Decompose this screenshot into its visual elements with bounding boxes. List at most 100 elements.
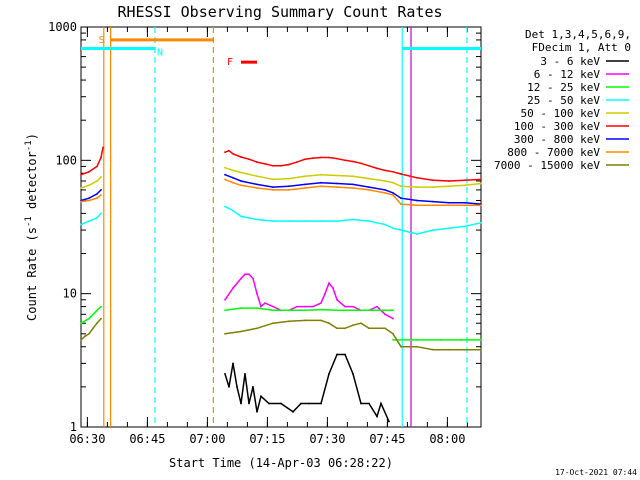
data-point (336, 298, 338, 301)
data-point (288, 185, 290, 188)
series-12-25-keVkev-line (80, 305, 482, 341)
legend-label: 3 - 6 keV (540, 55, 600, 68)
x-axis-label: Start Time (14-Apr-03 06:28:22) (169, 456, 393, 470)
data-point (296, 161, 298, 164)
legend-label: 800 - 7000 keV (507, 146, 600, 159)
data-point (320, 319, 322, 322)
data-point (88, 170, 90, 173)
flag-label: S (99, 35, 105, 46)
data-point (344, 327, 346, 330)
legend-label: 300 - 800 keV (514, 133, 600, 146)
data-point (464, 225, 466, 228)
data-point (400, 203, 402, 206)
series-segment (224, 273, 394, 320)
data-point (384, 313, 386, 316)
data-point (248, 273, 250, 276)
data-point (336, 186, 338, 189)
data-point (352, 324, 354, 327)
series-segment (80, 147, 104, 176)
data-point (344, 159, 346, 162)
data-point (224, 309, 226, 312)
legend-header-line-2: FDecim 1, Att 0 (532, 41, 631, 54)
data-point (400, 197, 402, 200)
data-point (264, 163, 266, 165)
data-point (260, 305, 262, 308)
legend: Det 1,3,4,5,6,9, FDecim 1, Att 0 3 - 6 k… (494, 28, 631, 172)
x-tick-label: 07:30 (309, 432, 345, 446)
data-point (232, 362, 234, 365)
data-point (224, 178, 226, 181)
data-point (232, 287, 234, 289)
data-point (256, 218, 258, 221)
data-point (320, 402, 322, 405)
x-tick-label: 06:30 (69, 432, 105, 446)
data-point (384, 223, 386, 226)
plot-frame (80, 26, 482, 428)
x-tick-label: 07:45 (369, 432, 405, 446)
data-point (432, 186, 434, 189)
data-point (392, 309, 394, 312)
data-point (80, 223, 82, 226)
data-point (96, 197, 98, 200)
data-point (100, 156, 102, 159)
series-segment (224, 307, 393, 312)
data-point (336, 174, 338, 177)
data-point (416, 199, 418, 202)
data-point (384, 327, 386, 330)
data-point (256, 292, 258, 295)
data-point (448, 348, 450, 351)
data-point (432, 229, 434, 232)
data-point (232, 209, 234, 212)
data-point (400, 173, 402, 175)
data-point (268, 402, 270, 405)
data-point (384, 169, 386, 172)
data-point (392, 317, 394, 320)
data-point (336, 157, 338, 160)
data-point (292, 410, 294, 413)
data-point (392, 194, 394, 196)
data-point (448, 227, 450, 230)
data-point (304, 319, 306, 322)
data-point (236, 386, 238, 388)
data-point (252, 386, 254, 388)
data-point (432, 179, 434, 182)
data-point (296, 305, 298, 308)
data-point (448, 201, 450, 204)
data-point (84, 335, 86, 338)
data-point (224, 373, 226, 375)
data-point (232, 152, 234, 155)
data-point (400, 345, 402, 348)
series-segment (80, 176, 102, 189)
data-point (88, 317, 90, 320)
data-point (352, 183, 354, 186)
chart-title: RHESSI Observing Summary Count Rates (117, 3, 442, 21)
data-point (360, 322, 362, 325)
y-axis-ticks: 1 10 100 1000 (48, 20, 481, 434)
data-point (416, 345, 418, 348)
series-segment (80, 212, 102, 226)
data-point (304, 175, 306, 178)
legend-label: 100 - 300 keV (514, 120, 600, 133)
data-point (352, 218, 354, 221)
data-point (244, 273, 246, 276)
x-tick-label: 07:00 (189, 432, 225, 446)
data-point (272, 305, 274, 308)
data-point (352, 373, 354, 375)
data-point (280, 402, 282, 405)
series-segment (80, 194, 102, 203)
data-point (256, 183, 258, 186)
data-point (288, 189, 290, 191)
data-point (440, 339, 442, 341)
y-tick-label: 1000 (48, 20, 77, 34)
data-point (288, 177, 290, 180)
data-point (432, 348, 434, 351)
data-point (304, 183, 306, 186)
data-point (432, 200, 434, 203)
data-point (88, 220, 90, 223)
series-800-7000-keVkev-line (80, 178, 482, 207)
data-point (100, 317, 102, 320)
legend-label: 12 - 25 keV (527, 81, 600, 94)
data-point (96, 217, 98, 219)
data-point (336, 353, 338, 356)
data-point (464, 184, 466, 187)
